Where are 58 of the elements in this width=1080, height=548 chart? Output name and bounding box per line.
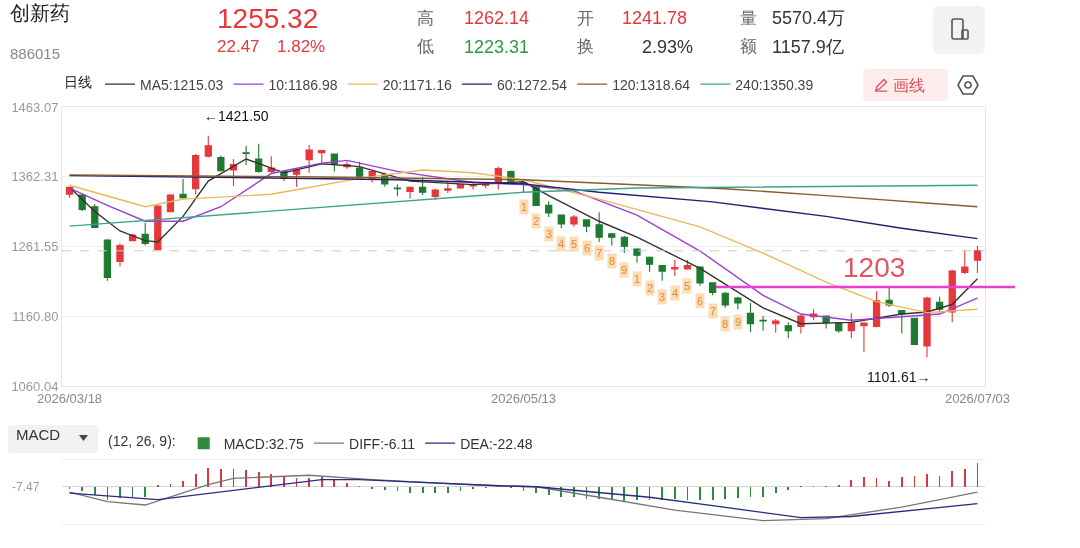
annotation: 3 — [659, 291, 666, 303]
text: 高 — [417, 9, 434, 28]
y-tick-label: 1463.07 — [11, 99, 59, 115]
text: 换 — [577, 37, 594, 56]
annotation: 5 — [684, 280, 691, 292]
text: 1262.14 — [464, 8, 530, 28]
legend-label: 240:1350.39 — [735, 76, 814, 93]
annotation: 9 — [735, 316, 742, 328]
annotation: 1 — [634, 273, 641, 285]
legend-title: (12, 26, 9): — [108, 432, 176, 449]
x-tick-label: 2026/07/03 — [944, 390, 1010, 406]
annotation: 2 — [647, 282, 654, 294]
annotation: 6 — [697, 295, 704, 307]
legend-label: MA5:1215.03 — [140, 76, 224, 93]
text: 量 — [740, 9, 757, 28]
text: 额 — [740, 37, 757, 56]
legend-label: MACD:32.75 — [223, 435, 305, 452]
chart-subtitle: 886015 — [10, 44, 61, 62]
text: 1157.9亿 — [772, 37, 844, 57]
annotation: 8 — [609, 255, 616, 267]
text: 1223.31 — [464, 37, 530, 57]
annotation: 4 — [672, 287, 679, 299]
text: 1.82% — [277, 37, 326, 56]
annotation: 3 — [546, 228, 553, 240]
legend-label: DIFF:-6.11 — [349, 435, 416, 452]
annotation: 4 — [558, 238, 565, 250]
chart-title: 创新药 — [10, 2, 70, 24]
y-tick-label: 1362.31 — [11, 169, 59, 185]
annotation: 7 — [710, 305, 717, 317]
y-tick-label: 1160.80 — [12, 308, 59, 324]
text: 开 — [577, 9, 594, 28]
text: -7.47 — [12, 480, 40, 494]
text: 22.47 — [217, 37, 260, 56]
text: 画线 — [893, 77, 925, 94]
annotation: ←1421.50 — [204, 108, 269, 124]
annotation: 1101.61→ — [867, 369, 931, 385]
text: 5570.4万 — [772, 8, 846, 28]
annotation: 1 — [521, 201, 528, 213]
text: 低 — [417, 37, 434, 56]
annotation: 8 — [722, 318, 729, 330]
annotation: 7 — [596, 247, 603, 259]
annotation: 9 — [621, 264, 628, 276]
legend-label: 60:1272.54 — [496, 76, 568, 93]
legend-label: DEA:-22.48 — [460, 435, 533, 452]
legend-label: 20:1171.16 — [382, 76, 452, 93]
legend-label: 10:1186.98 — [268, 76, 338, 93]
x-tick-label: 2026/05/13 — [490, 390, 557, 406]
legend-label: 120:1318.64 — [612, 76, 691, 93]
ref-line-label: 1203 — [843, 252, 906, 283]
text: 2.93% — [642, 37, 694, 57]
annotation: 5 — [571, 238, 578, 250]
annotation: 2 — [533, 215, 540, 227]
chart-title: MACD — [16, 426, 61, 444]
y-tick-label: 1261.55 — [11, 239, 59, 255]
annotation: 6 — [584, 242, 591, 254]
legend-title: 日线 — [64, 73, 92, 90]
text: 1241.78 — [622, 8, 688, 28]
text: 1255.32 — [217, 3, 319, 34]
